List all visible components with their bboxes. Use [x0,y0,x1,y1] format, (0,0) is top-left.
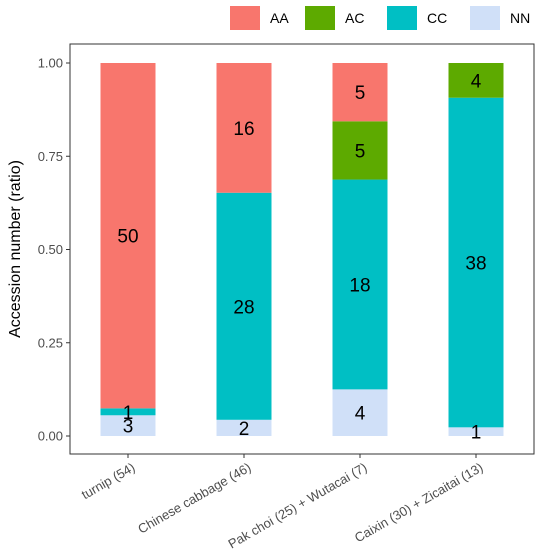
bar-segment-ac-caixin-30-zicaitai-13 [448,63,504,98]
legend-key-cc [387,6,417,30]
legend-key-nn [470,6,500,30]
x-tick-label-caixin-30-zicaitai-13: Caixin (30) + Zicaitai (13) [352,460,486,546]
data-label-aa-turnip-54: 50 [117,227,138,248]
x-tick-label-chinese-cabbage-46: Chinese cabbage (46) [135,460,253,537]
y-tick-label: 0.25 [38,335,63,350]
y-tick-label: 0.00 [38,429,63,444]
y-tick-label: 0.50 [38,242,63,257]
y-axis: 0.00 0.25 0.50 0.75 1.00 [38,56,70,444]
data-label-aa-chinese-cabbage-46: 16 [233,119,254,140]
bar-segment-cc-chinese-cabbage-46 [216,192,272,420]
bar-segment-nn-chinese-cabbage-46 [216,419,272,436]
bar-segment-cc-caixin-30-zicaitai-13 [448,97,504,428]
data-label-ac-caixin-30-zicaitai-13: 4 [471,71,482,92]
legend: AA AC CC NN [230,6,530,30]
data-label-nn-pak-choi-25-wutacai-7: 4 [355,404,366,425]
bar-segment-ac-pak-choi-25-wutacai-7 [332,121,388,180]
data-label-cc-pak-choi-25-wutacai-7: 18 [349,275,370,296]
bar-segment-nn-pak-choi-25-wutacai-7 [332,389,388,436]
y-tick-label: 1.00 [38,56,63,71]
data-label-cc-chinese-cabbage-46: 28 [233,297,254,318]
bar-segment-nn-turnip-54 [100,415,156,436]
x-axis: turnip (54)Chinese cabbage (46)Pak choi … [79,454,486,550]
bar-segment-cc-pak-choi-25-wutacai-7 [332,179,388,390]
bar-segment-aa-chinese-cabbage-46 [216,63,272,193]
x-tick-label-turnip-54: turnip (54) [79,460,138,503]
bar-segment-cc-turnip-54 [100,408,156,416]
legend-key-ac [305,6,335,30]
data-label-aa-pak-choi-25-wutacai-7: 5 [355,83,366,104]
bar-segment-aa-turnip-54 [100,63,156,409]
y-tick-label: 0.75 [38,149,63,164]
data-label-nn-chinese-cabbage-46: 2 [239,419,250,440]
legend-label-ac: AC [345,10,364,26]
legend-label-aa: AA [270,10,289,26]
data-label-cc-caixin-30-zicaitai-13: 38 [465,254,486,275]
data-label-cc-turnip-54: 1 [123,403,134,424]
y-axis-title: Accession number (ratio) [7,160,24,338]
data-label-nn-caixin-30-zicaitai-13: 1 [471,423,482,444]
data-label-ac-pak-choi-25-wutacai-7: 5 [355,141,366,162]
legend-key-aa [230,6,260,30]
data-label-nn-turnip-54: 3 [123,417,134,438]
bar-segment-nn-caixin-30-zicaitai-13 [448,427,504,436]
legend-label-nn: NN [510,10,530,26]
legend-label-cc: CC [427,10,447,26]
bar-segment-aa-pak-choi-25-wutacai-7 [332,63,388,122]
bars [100,63,504,436]
